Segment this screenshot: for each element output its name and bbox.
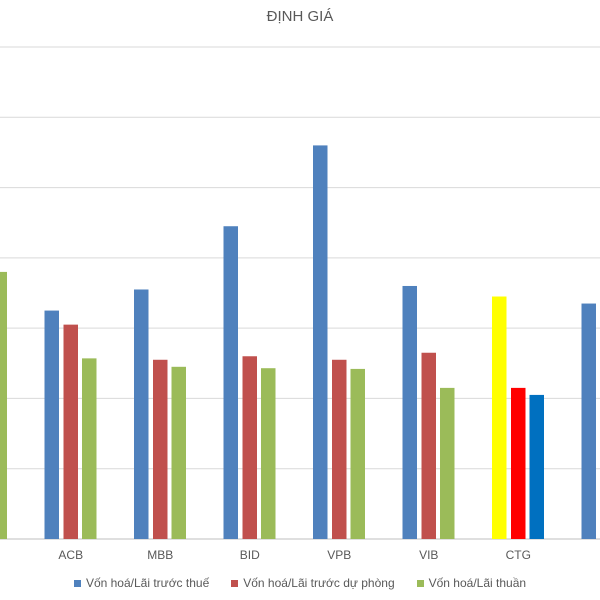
legend-swatch-series-2 xyxy=(231,579,239,587)
x-tick-label-vpb: VPB xyxy=(327,548,351,562)
bar-ctg-series-2 xyxy=(511,387,526,539)
bar-mbb-series-1 xyxy=(134,289,149,539)
chart-title: ĐỊNH GIÁ xyxy=(266,8,334,25)
bar-vib-series-2 xyxy=(421,352,436,539)
legend-label-series-3: Vốn hoá/Lãi thuần xyxy=(428,576,527,590)
bar-bid-series-2 xyxy=(242,356,257,539)
bar-ctg-series-1 xyxy=(492,296,507,539)
legend-swatch-series-3 xyxy=(416,579,424,587)
legend-item-series-2: Vốn hoá/Lãi trước dự phòng xyxy=(231,576,395,590)
bar-acb-series-1 xyxy=(44,310,59,539)
bar-vib-series-3 xyxy=(440,387,455,539)
legend-label-series-2: Vốn hoá/Lãi trước dự phòng xyxy=(243,576,395,590)
x-tick-label-ctg: CTG xyxy=(506,548,531,562)
bars xyxy=(0,145,596,539)
legend-item-series-1: Vốn hoá/Lãi trước thuế xyxy=(73,576,210,590)
chart-legend: Vốn hoá/Lãi trước thuế Vốn hoá/Lãi trước… xyxy=(0,576,600,590)
bar-vib-series-1 xyxy=(402,285,417,539)
bar-vcb-series-3 xyxy=(0,271,7,539)
legend-label-series-1: Vốn hoá/Lãi trước thuế xyxy=(85,576,210,590)
x-tick-label-vib: VIB xyxy=(419,548,438,562)
legend-swatch-series-1 xyxy=(73,579,81,587)
bar-ctg-series-3 xyxy=(529,394,544,539)
bar-bid-series-3 xyxy=(261,368,276,539)
bar-mbb-series-3 xyxy=(171,366,186,539)
bar-vpb-series-1 xyxy=(313,145,328,539)
bar-unnamed-series-1 xyxy=(581,303,596,539)
x-tick-label-mbb: MBB xyxy=(147,548,173,562)
x-tick-label-bid: BID xyxy=(240,548,260,562)
x-tick-label-acb: ACB xyxy=(58,548,83,562)
bar-bid-series-1 xyxy=(223,226,238,539)
bar-vpb-series-2 xyxy=(332,359,347,539)
bar-mbb-series-2 xyxy=(153,359,168,539)
bar-acb-series-3 xyxy=(82,358,97,539)
bar-acb-series-2 xyxy=(63,324,78,539)
legend-item-series-3: Vốn hoá/Lãi thuần xyxy=(416,576,527,590)
bar-vpb-series-3 xyxy=(350,368,365,539)
